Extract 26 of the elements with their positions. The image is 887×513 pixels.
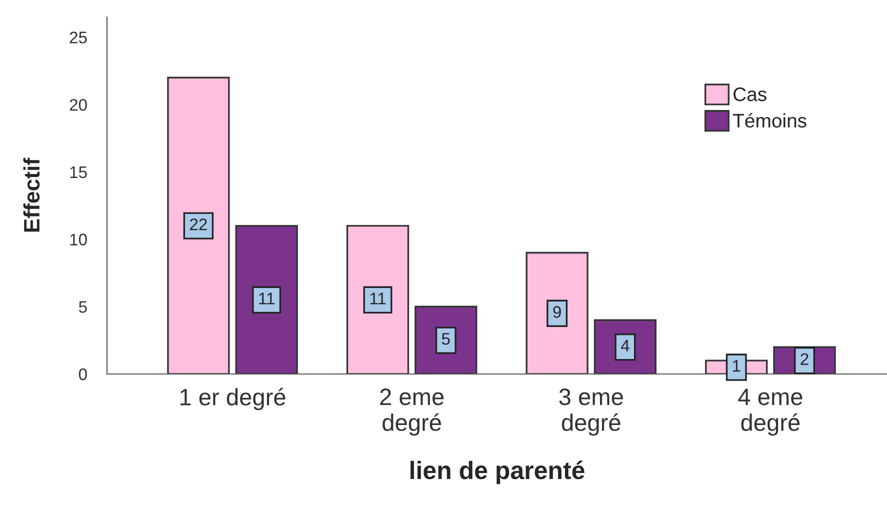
bar — [235, 224, 298, 374]
data-label: 22 — [190, 218, 207, 230]
x-tick-label: 2 eme degré — [380, 388, 444, 436]
x-tick-label: 4 eme degré — [738, 388, 802, 436]
data-label: 11 — [370, 292, 386, 304]
data-label: 4 — [620, 340, 630, 352]
data-label: 9 — [553, 306, 561, 318]
y-tick-label: 10 — [70, 234, 87, 246]
y-axis-title: Effectif — [23, 158, 40, 232]
y-tick-label: 25 — [70, 32, 87, 44]
x-tick-label: 1 er degré — [180, 388, 286, 410]
x-axis-title: lien de parenté — [410, 460, 584, 484]
y-tick-label: 0 — [78, 368, 87, 380]
bar — [346, 224, 410, 374]
legend-label: Cas — [734, 87, 766, 102]
data-label: 11 — [259, 292, 274, 304]
y-tick-label: 5 — [78, 301, 87, 313]
y-tick-label: 20 — [70, 98, 87, 111]
y-tick-label: 15 — [70, 166, 87, 178]
x-tick-label: 3 eme degré — [559, 388, 623, 436]
data-label: 2 — [800, 353, 808, 365]
legend-label: Témoins — [732, 113, 806, 128]
data-label: 1 — [733, 360, 740, 372]
bar — [526, 252, 588, 374]
bar — [167, 76, 230, 374]
data-label: 5 — [442, 333, 450, 345]
